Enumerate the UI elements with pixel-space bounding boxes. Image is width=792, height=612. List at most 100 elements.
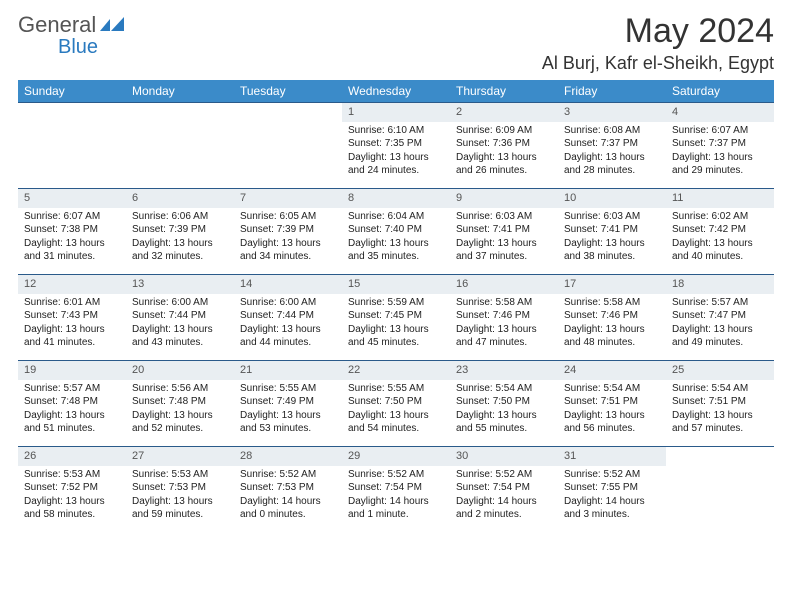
day-number: 30 xyxy=(450,446,558,466)
day-details: Sunrise: 5:53 AMSunset: 7:52 PMDaylight:… xyxy=(18,466,126,526)
day-details: Sunrise: 5:58 AMSunset: 7:46 PMDaylight:… xyxy=(450,294,558,354)
day-number: 22 xyxy=(342,360,450,380)
day-details: Sunrise: 6:07 AMSunset: 7:37 PMDaylight:… xyxy=(666,122,774,182)
day-number: 29 xyxy=(342,446,450,466)
day-number: 11 xyxy=(666,188,774,208)
calendar-cell xyxy=(18,102,126,188)
calendar-cell xyxy=(126,102,234,188)
calendar-cell: 20Sunrise: 5:56 AMSunset: 7:48 PMDayligh… xyxy=(126,360,234,446)
calendar-cell: 15Sunrise: 5:59 AMSunset: 7:45 PMDayligh… xyxy=(342,274,450,360)
day-details: Sunrise: 6:06 AMSunset: 7:39 PMDaylight:… xyxy=(126,208,234,268)
day-details: Sunrise: 5:59 AMSunset: 7:45 PMDaylight:… xyxy=(342,294,450,354)
calendar-cell: 2Sunrise: 6:09 AMSunset: 7:36 PMDaylight… xyxy=(450,102,558,188)
day-number: 20 xyxy=(126,360,234,380)
day-number: 15 xyxy=(342,274,450,294)
calendar-cell: 1Sunrise: 6:10 AMSunset: 7:35 PMDaylight… xyxy=(342,102,450,188)
day-details: Sunrise: 5:54 AMSunset: 7:51 PMDaylight:… xyxy=(666,380,774,440)
day-number: 9 xyxy=(450,188,558,208)
day-details: Sunrise: 5:54 AMSunset: 7:51 PMDaylight:… xyxy=(558,380,666,440)
calendar-cell: 18Sunrise: 5:57 AMSunset: 7:47 PMDayligh… xyxy=(666,274,774,360)
day-details: Sunrise: 5:52 AMSunset: 7:54 PMDaylight:… xyxy=(342,466,450,526)
calendar-cell: 9Sunrise: 6:03 AMSunset: 7:41 PMDaylight… xyxy=(450,188,558,274)
day-number: 23 xyxy=(450,360,558,380)
calendar-cell: 28Sunrise: 5:52 AMSunset: 7:53 PMDayligh… xyxy=(234,446,342,532)
calendar-cell: 30Sunrise: 5:52 AMSunset: 7:54 PMDayligh… xyxy=(450,446,558,532)
day-details: Sunrise: 6:09 AMSunset: 7:36 PMDaylight:… xyxy=(450,122,558,182)
calendar-cell: 31Sunrise: 5:52 AMSunset: 7:55 PMDayligh… xyxy=(558,446,666,532)
day-number: 28 xyxy=(234,446,342,466)
page-title: May 2024 xyxy=(542,12,774,51)
calendar-table: SundayMondayTuesdayWednesdayThursdayFrid… xyxy=(18,80,774,532)
brand-part2: Blue xyxy=(58,36,98,59)
day-details: Sunrise: 5:57 AMSunset: 7:47 PMDaylight:… xyxy=(666,294,774,354)
day-details: Sunrise: 5:53 AMSunset: 7:53 PMDaylight:… xyxy=(126,466,234,526)
calendar-cell: 8Sunrise: 6:04 AMSunset: 7:40 PMDaylight… xyxy=(342,188,450,274)
day-number: 31 xyxy=(558,446,666,466)
calendar-cell: 4Sunrise: 6:07 AMSunset: 7:37 PMDaylight… xyxy=(666,102,774,188)
day-number: 13 xyxy=(126,274,234,294)
day-details: Sunrise: 5:55 AMSunset: 7:49 PMDaylight:… xyxy=(234,380,342,440)
day-details: Sunrise: 5:54 AMSunset: 7:50 PMDaylight:… xyxy=(450,380,558,440)
calendar-cell: 10Sunrise: 6:03 AMSunset: 7:41 PMDayligh… xyxy=(558,188,666,274)
calendar-cell: 12Sunrise: 6:01 AMSunset: 7:43 PMDayligh… xyxy=(18,274,126,360)
calendar-cell: 6Sunrise: 6:06 AMSunset: 7:39 PMDaylight… xyxy=(126,188,234,274)
calendar-cell: 25Sunrise: 5:54 AMSunset: 7:51 PMDayligh… xyxy=(666,360,774,446)
day-number: 24 xyxy=(558,360,666,380)
day-number: 12 xyxy=(18,274,126,294)
calendar-cell: 5Sunrise: 6:07 AMSunset: 7:38 PMDaylight… xyxy=(18,188,126,274)
day-details: Sunrise: 5:58 AMSunset: 7:46 PMDaylight:… xyxy=(558,294,666,354)
day-details: Sunrise: 6:08 AMSunset: 7:37 PMDaylight:… xyxy=(558,122,666,182)
day-details: Sunrise: 6:10 AMSunset: 7:35 PMDaylight:… xyxy=(342,122,450,182)
calendar-cell: 21Sunrise: 5:55 AMSunset: 7:49 PMDayligh… xyxy=(234,360,342,446)
calendar-cell xyxy=(234,102,342,188)
calendar-cell: 24Sunrise: 5:54 AMSunset: 7:51 PMDayligh… xyxy=(558,360,666,446)
calendar-cell: 17Sunrise: 5:58 AMSunset: 7:46 PMDayligh… xyxy=(558,274,666,360)
day-details: Sunrise: 6:03 AMSunset: 7:41 PMDaylight:… xyxy=(558,208,666,268)
day-number: 19 xyxy=(18,360,126,380)
day-number: 10 xyxy=(558,188,666,208)
day-details: Sunrise: 5:52 AMSunset: 7:53 PMDaylight:… xyxy=(234,466,342,526)
calendar-cell: 7Sunrise: 6:05 AMSunset: 7:39 PMDaylight… xyxy=(234,188,342,274)
day-number: 8 xyxy=(342,188,450,208)
day-number: 14 xyxy=(234,274,342,294)
weekday-header: Monday xyxy=(126,80,234,102)
weekday-header: Friday xyxy=(558,80,666,102)
weekday-header: Thursday xyxy=(450,80,558,102)
brand-part1: General xyxy=(18,12,96,38)
location-subtitle: Al Burj, Kafr el-Sheikh, Egypt xyxy=(542,53,774,74)
day-number: 2 xyxy=(450,102,558,122)
flag-icon xyxy=(100,15,126,35)
day-number: 21 xyxy=(234,360,342,380)
day-details: Sunrise: 5:56 AMSunset: 7:48 PMDaylight:… xyxy=(126,380,234,440)
calendar-cell: 3Sunrise: 6:08 AMSunset: 7:37 PMDaylight… xyxy=(558,102,666,188)
calendar-cell: 11Sunrise: 6:02 AMSunset: 7:42 PMDayligh… xyxy=(666,188,774,274)
day-number: 5 xyxy=(18,188,126,208)
weekday-header: Saturday xyxy=(666,80,774,102)
day-number: 25 xyxy=(666,360,774,380)
calendar-cell xyxy=(666,446,774,532)
day-number: 18 xyxy=(666,274,774,294)
brand-logo: General Blue xyxy=(18,12,126,38)
day-details: Sunrise: 6:05 AMSunset: 7:39 PMDaylight:… xyxy=(234,208,342,268)
day-details: Sunrise: 6:00 AMSunset: 7:44 PMDaylight:… xyxy=(126,294,234,354)
day-details: Sunrise: 6:00 AMSunset: 7:44 PMDaylight:… xyxy=(234,294,342,354)
day-number: 17 xyxy=(558,274,666,294)
day-number: 26 xyxy=(18,446,126,466)
day-details: Sunrise: 6:01 AMSunset: 7:43 PMDaylight:… xyxy=(18,294,126,354)
day-details: Sunrise: 6:03 AMSunset: 7:41 PMDaylight:… xyxy=(450,208,558,268)
day-details: Sunrise: 5:52 AMSunset: 7:54 PMDaylight:… xyxy=(450,466,558,526)
day-number: 4 xyxy=(666,102,774,122)
calendar-cell: 26Sunrise: 5:53 AMSunset: 7:52 PMDayligh… xyxy=(18,446,126,532)
day-number: 1 xyxy=(342,102,450,122)
calendar-cell: 22Sunrise: 5:55 AMSunset: 7:50 PMDayligh… xyxy=(342,360,450,446)
day-details: Sunrise: 6:07 AMSunset: 7:38 PMDaylight:… xyxy=(18,208,126,268)
day-details: Sunrise: 6:04 AMSunset: 7:40 PMDaylight:… xyxy=(342,208,450,268)
day-details: Sunrise: 5:55 AMSunset: 7:50 PMDaylight:… xyxy=(342,380,450,440)
day-details: Sunrise: 5:52 AMSunset: 7:55 PMDaylight:… xyxy=(558,466,666,526)
calendar-cell: 29Sunrise: 5:52 AMSunset: 7:54 PMDayligh… xyxy=(342,446,450,532)
calendar-cell: 14Sunrise: 6:00 AMSunset: 7:44 PMDayligh… xyxy=(234,274,342,360)
calendar-cell: 13Sunrise: 6:00 AMSunset: 7:44 PMDayligh… xyxy=(126,274,234,360)
weekday-header: Tuesday xyxy=(234,80,342,102)
day-number: 7 xyxy=(234,188,342,208)
day-number: 16 xyxy=(450,274,558,294)
